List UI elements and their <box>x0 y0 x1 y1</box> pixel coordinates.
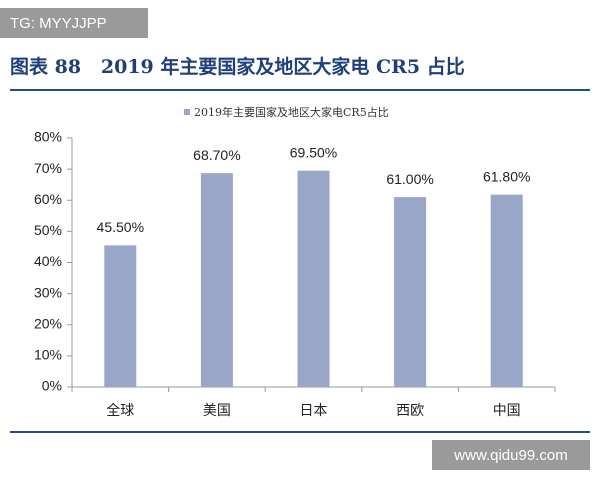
y-tick-label: 60% <box>34 191 62 207</box>
x-tick-label: 日本 <box>300 403 328 419</box>
x-tick-label: 中国 <box>493 403 521 419</box>
bar <box>104 245 137 387</box>
bar <box>200 173 233 387</box>
y-tick-label: 30% <box>34 284 62 300</box>
y-tick-label: 80% <box>34 129 62 145</box>
y-tick-label: 40% <box>34 253 62 269</box>
bar <box>490 194 523 387</box>
y-tick-label: 70% <box>34 160 62 176</box>
x-tick-label: 美国 <box>203 403 231 419</box>
y-tick-label: 50% <box>34 222 62 238</box>
value-label: 68.70% <box>193 147 240 163</box>
watermark: www.qidu99.com <box>453 447 567 464</box>
value-label: 61.00% <box>386 171 433 187</box>
bar <box>297 170 330 387</box>
legend-swatch <box>184 109 190 115</box>
y-tick-label: 0% <box>42 378 62 394</box>
value-label: 45.50% <box>97 219 144 235</box>
watermark-box <box>432 440 590 470</box>
chart-title: 图表 88 2019 年主要国家及地区大家电 CR5 占比 <box>10 55 465 78</box>
value-label: 69.50% <box>290 144 337 160</box>
watermark-box <box>0 8 148 38</box>
x-tick-label: 全球 <box>106 402 134 419</box>
bar <box>394 197 427 387</box>
y-tick-label: 20% <box>34 315 62 331</box>
value-label: 61.80% <box>483 168 530 184</box>
y-tick-label: 10% <box>34 347 62 363</box>
watermark: TG: MYYJJPP <box>10 15 107 32</box>
x-tick-label: 西欧 <box>396 403 424 419</box>
legend-label: 2019年主要国家及地区大家电CR5占比 <box>194 105 389 119</box>
